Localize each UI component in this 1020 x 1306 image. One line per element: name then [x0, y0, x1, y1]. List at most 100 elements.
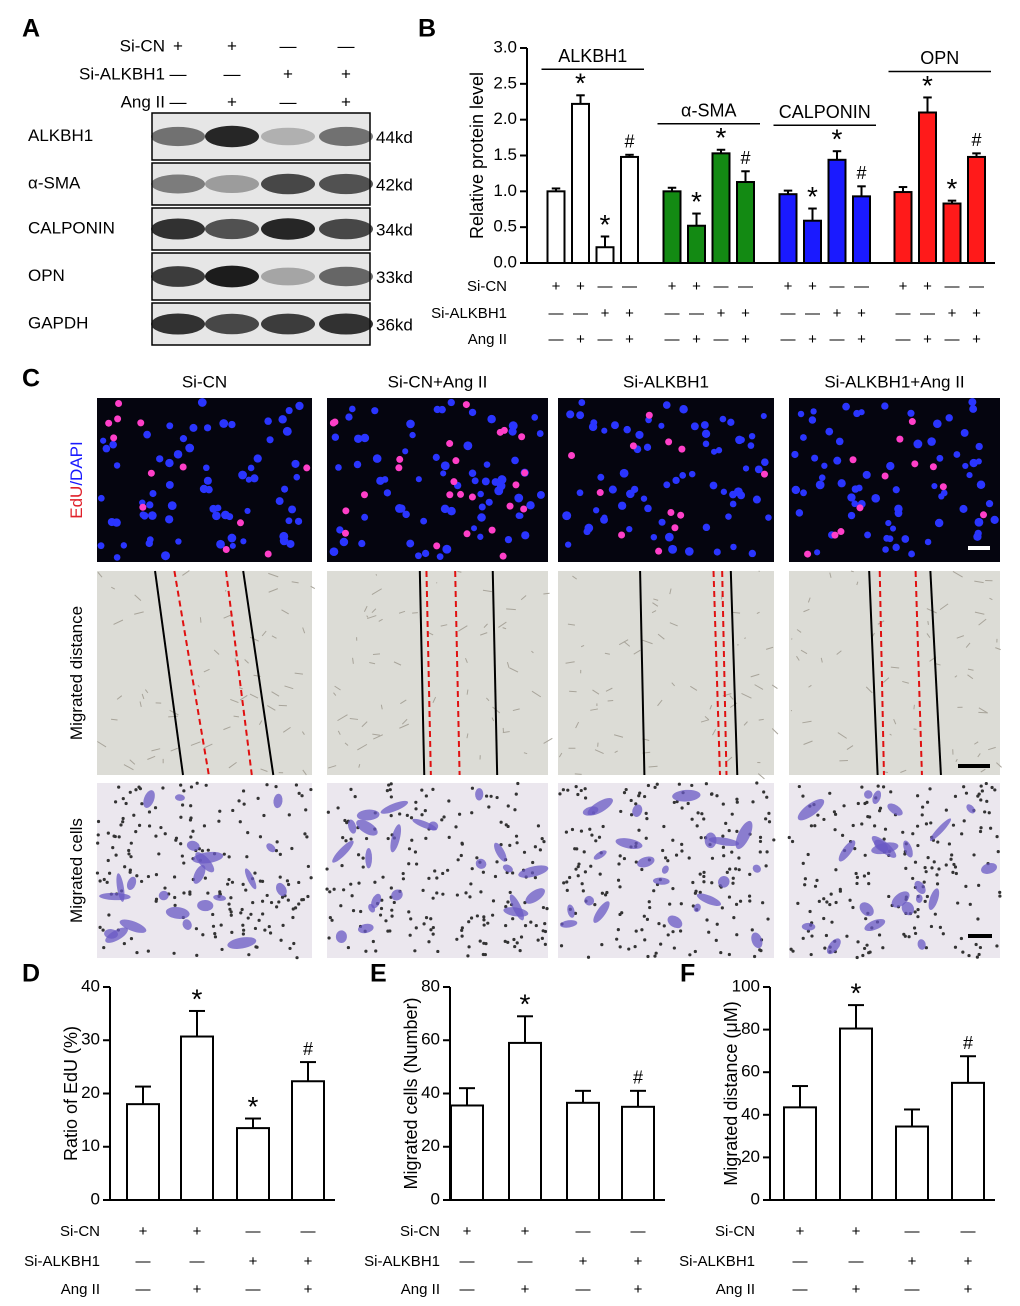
wound-edge — [729, 570, 739, 776]
nucleus — [97, 494, 105, 502]
pore — [674, 853, 679, 857]
bar — [711, 152, 731, 265]
pore — [460, 841, 464, 845]
nucleus — [791, 450, 799, 459]
pore — [990, 785, 994, 790]
pore — [163, 832, 167, 836]
nucleus — [494, 486, 504, 496]
pore — [442, 815, 446, 819]
nucleus — [216, 539, 225, 549]
pore — [960, 832, 964, 836]
pore — [594, 839, 598, 843]
pore — [188, 818, 193, 822]
pore — [514, 792, 518, 796]
pore — [950, 853, 954, 857]
significance: # — [303, 1039, 313, 1059]
pore — [803, 883, 807, 887]
pore — [848, 898, 852, 902]
condition-mark: + — [193, 1281, 202, 1298]
pore — [274, 849, 278, 853]
texture — [509, 667, 519, 673]
pore — [696, 811, 700, 815]
pore — [211, 912, 215, 917]
pore — [629, 813, 634, 817]
pore — [278, 875, 282, 879]
band-size: 36kd — [376, 315, 413, 334]
pore — [390, 908, 394, 912]
nucleus — [447, 506, 456, 516]
nucleus — [974, 517, 984, 527]
pore — [119, 823, 123, 827]
y-tick-label: 100 — [732, 976, 760, 995]
edu-nucleus — [939, 483, 947, 491]
texture — [565, 661, 575, 664]
condition-mark: — — [905, 1223, 920, 1240]
pore — [691, 880, 695, 885]
condition-mark: + — [341, 64, 351, 83]
pore — [878, 806, 883, 810]
pore — [953, 865, 958, 869]
edu-nucleus — [360, 491, 368, 499]
nucleus — [727, 418, 735, 426]
nucleus — [100, 437, 107, 444]
nucleus — [521, 531, 530, 540]
pore — [748, 872, 752, 876]
nucleus — [227, 533, 237, 543]
pore — [916, 907, 920, 912]
nucleus — [797, 410, 805, 418]
nucleus — [203, 464, 210, 472]
texture — [440, 624, 448, 627]
pore — [747, 894, 752, 898]
nucleus — [901, 535, 910, 543]
pore — [499, 820, 503, 824]
edu-nucleus — [856, 504, 864, 512]
nucleus — [672, 476, 680, 485]
nucleus — [765, 514, 772, 521]
texture — [889, 733, 892, 736]
nucleus — [617, 501, 627, 510]
pore — [616, 928, 620, 932]
pore — [179, 815, 183, 819]
pore — [830, 920, 834, 924]
condition-mark: — — [969, 278, 984, 295]
pore — [633, 945, 637, 949]
pore — [972, 853, 976, 857]
pore — [926, 856, 930, 860]
pore — [340, 863, 344, 868]
panel-letter: D — [22, 960, 40, 988]
pore — [182, 861, 186, 865]
edu-nucleus — [671, 524, 679, 532]
edu-nucleus — [512, 481, 520, 489]
condition-mark: — — [280, 92, 297, 111]
pore — [855, 881, 859, 886]
edu-nucleus — [488, 526, 496, 534]
pore — [330, 918, 334, 922]
texture — [483, 623, 488, 628]
pore — [629, 798, 633, 803]
nucleus — [294, 517, 303, 525]
nucleus — [109, 440, 117, 449]
texture — [856, 581, 859, 586]
texture — [756, 611, 760, 615]
pore — [964, 884, 968, 888]
nucleus — [700, 421, 709, 429]
pore — [698, 890, 702, 894]
pore — [737, 868, 741, 872]
pore — [923, 866, 927, 870]
pore — [634, 802, 638, 806]
pore — [653, 954, 657, 958]
texture — [865, 686, 873, 694]
nucleus — [747, 442, 755, 449]
nucleus — [285, 407, 293, 415]
nucleus — [383, 489, 392, 497]
nucleus — [205, 485, 213, 494]
pore — [482, 915, 486, 919]
condition-mark: + — [741, 305, 750, 322]
nucleus — [894, 504, 903, 514]
blot-band — [151, 126, 205, 147]
edu-nucleus — [520, 505, 528, 513]
nucleus — [886, 461, 895, 471]
pore — [489, 794, 493, 798]
pore — [241, 789, 246, 793]
cell — [917, 939, 926, 950]
